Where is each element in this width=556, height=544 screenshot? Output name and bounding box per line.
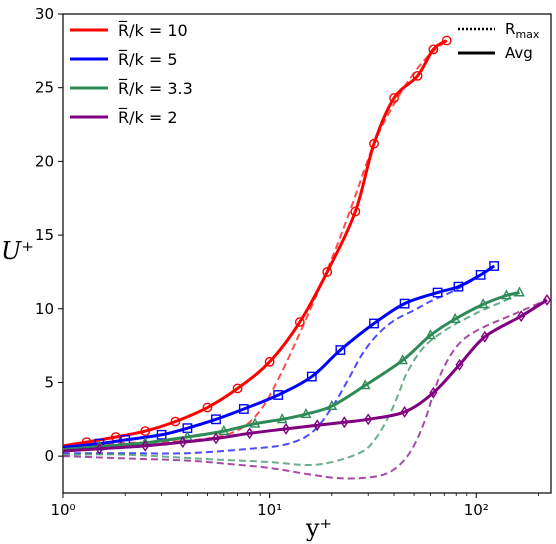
series-1-point	[453, 281, 464, 292]
series-2-point	[397, 354, 408, 365]
y-tick-label: 20	[35, 152, 54, 170]
series-0-rmax-line	[63, 39, 448, 447]
series-3	[63, 293, 551, 480]
series-2-point	[300, 407, 312, 419]
series-0-point	[170, 416, 181, 427]
series-0-point	[294, 317, 305, 327]
series-0-point	[441, 35, 452, 46]
series-3-point	[178, 436, 187, 449]
series-1-point	[156, 429, 167, 440]
series-0-point	[412, 71, 423, 81]
y-tick-label: 15	[35, 226, 54, 244]
series-0-point	[264, 356, 275, 367]
x-tick-label: 10²	[464, 501, 489, 519]
series-3-point	[313, 419, 322, 432]
series-2-point	[425, 329, 436, 340]
series-0-point	[428, 44, 439, 55]
series-3-rmax-line	[63, 299, 548, 480]
series-2-point	[514, 286, 525, 297]
legend-entry: R̅/k = 2	[70, 108, 178, 127]
legend-label: R̅/k = 10	[118, 21, 188, 40]
series-3-point	[429, 386, 438, 399]
series-0-avg-line	[63, 39, 448, 448]
y-tick-label: 0	[44, 447, 54, 465]
series-1-point	[432, 287, 443, 298]
series-2-point	[501, 289, 512, 300]
series-1-rmax-line	[63, 265, 495, 455]
series-2-point	[276, 413, 288, 424]
series-0-point	[232, 383, 243, 394]
series-1-point	[335, 345, 346, 355]
y-axis-title: U⁺	[1, 237, 34, 265]
series-3-point	[400, 405, 409, 418]
series-1-avg-line	[63, 264, 495, 449]
style-legend-label: Avg	[505, 44, 533, 62]
series-layer	[63, 35, 551, 480]
legend-entry: R̅/k = 3.3	[70, 79, 193, 98]
series-1-point	[273, 390, 284, 400]
x-axis-title: y⁺	[305, 514, 332, 542]
series-2-avg-line	[63, 291, 520, 452]
series-2-point	[249, 417, 261, 428]
series-3-point	[211, 432, 221, 445]
series-2-point	[218, 424, 230, 435]
legend-label: R̅/k = 3.3	[118, 79, 193, 98]
legend-entry: R̅/k = 5	[70, 50, 178, 69]
series-1-point	[211, 414, 221, 425]
axes-layer: 0 5 10 15 20 25 30 10⁰ 10¹ 10² y⁺ U⁺	[1, 5, 539, 542]
series-3-point	[455, 358, 464, 371]
style-legend-entry: Avg	[458, 44, 533, 62]
plot-frame	[62, 13, 552, 494]
x-tick-label: 10¹	[257, 501, 282, 519]
series-1-point	[475, 269, 486, 280]
x-tick-label: 10⁰	[50, 501, 75, 519]
series-3-point	[340, 416, 349, 429]
series-1-point	[369, 318, 379, 329]
series-2	[63, 286, 525, 467]
series-0-point	[350, 206, 361, 217]
legend-entry: R̅/k = 10	[70, 21, 188, 40]
series-3-point	[95, 442, 104, 455]
y-tick-label: 25	[35, 79, 54, 97]
series-0-point	[202, 402, 213, 413]
series-3-point	[141, 439, 150, 452]
series-0-point	[389, 93, 399, 103]
series-0-point	[322, 267, 333, 277]
y-tick-label: 5	[44, 373, 54, 391]
plot-area	[62, 13, 552, 494]
y-tick-label: 30	[35, 5, 54, 23]
series-1-point	[489, 261, 500, 271]
legend: R̅/k = 10 R̅/k = 5 R̅/k = 3.3 R̅/k = 2 Rmax A…	[70, 20, 540, 127]
series-3-point	[517, 310, 526, 323]
series-1-point	[399, 298, 410, 309]
series-0-point	[369, 138, 379, 149]
series-3-point	[245, 427, 254, 440]
series-0-point	[140, 426, 151, 436]
series-1-point	[306, 371, 317, 382]
series-2-point	[449, 312, 461, 323]
series-3-point	[480, 330, 489, 343]
style-legend-label: Rmax	[505, 20, 540, 41]
legend-label: R̅/k = 5	[118, 50, 178, 69]
series-3-point	[364, 413, 373, 426]
series-2-point	[326, 399, 338, 410]
style-legend-entry: Rmax	[458, 20, 540, 41]
legend-label: R̅/k = 2	[118, 108, 178, 127]
series-2-point	[359, 379, 371, 390]
series-2-point	[477, 298, 489, 309]
series-1-point	[238, 404, 249, 414]
series-1	[63, 261, 500, 455]
y-tick-label: 10	[35, 300, 54, 318]
series-3-point	[281, 422, 291, 435]
series-3-avg-line	[63, 298, 548, 453]
series-3-point	[542, 293, 551, 306]
